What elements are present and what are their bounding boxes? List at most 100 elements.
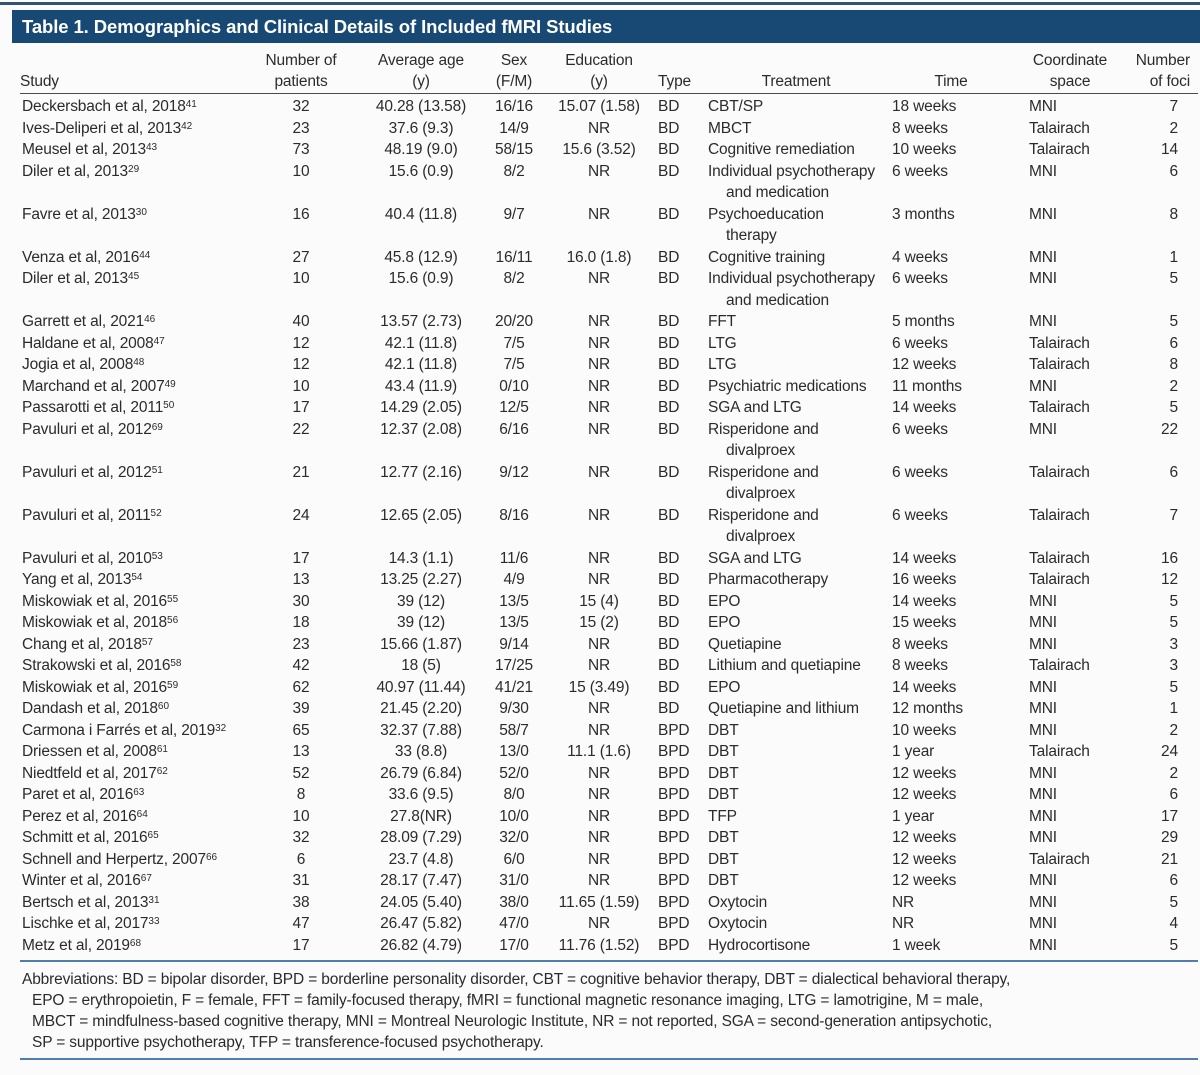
cell-space: Talairach xyxy=(1029,506,1090,524)
cell-age: 15.6 (0.9) xyxy=(388,162,454,180)
cell-education: NR xyxy=(587,463,611,481)
cell-foci: 3 xyxy=(1169,657,1179,674)
cell-study: Jogia et al, 200848 xyxy=(20,354,242,376)
cell-patients: 31 xyxy=(292,872,310,889)
cell-treatment: EPO xyxy=(708,678,741,696)
study-name: Pavuluri et al, 2010 xyxy=(22,549,152,567)
cell-age: 27.8(NR) xyxy=(390,807,452,825)
table-row: Paret et al, 201663 8 33.6 (9.5) 8/0 NR BPD DB… xyxy=(20,784,1198,806)
cell-sex: 38/0 xyxy=(499,893,529,911)
cell-treatment: Cognitive training xyxy=(708,248,826,266)
study-name: Niedtfeld et al, 2017 xyxy=(22,764,157,782)
cell-age: 28.17 (7.47) xyxy=(380,872,462,889)
cell-foci: 21 xyxy=(1161,850,1178,868)
study-name: Pavuluri et al, 2011 xyxy=(22,506,151,524)
cell-sex: 6/16 xyxy=(499,420,529,438)
cell-education: NR xyxy=(587,549,611,567)
table-row: Schmitt et al, 201665 32 28.09 (7.29) 32/0 N… xyxy=(20,827,1198,849)
column-header-time: Time xyxy=(886,50,1016,94)
cell-treatment: Oxytocin xyxy=(708,915,768,932)
table-row: Driessen et al, 200861 13 33 (8.8) 13/0 11.1… xyxy=(20,741,1198,763)
cell-study: Pavuluri et al, 201152 xyxy=(20,505,242,548)
cell-foci: 8 xyxy=(1169,205,1179,223)
cell-education: 15 (4) xyxy=(579,592,619,610)
cell-type: BD xyxy=(658,420,680,438)
cell-education: 15.6 (3.52) xyxy=(562,141,636,158)
cell-treatment: EPO xyxy=(708,592,741,610)
table-row: Jogia et al, 200848 12 42.1 (11.8) 7/5 NR BD L… xyxy=(20,354,1198,376)
cell-sex: 8/2 xyxy=(503,270,525,287)
table-row: Deckersbach et al, 201841 32 40.28 (13.58)… xyxy=(20,94,1198,118)
cell-space: MNI xyxy=(1029,270,1057,287)
cell-education: 16.0 (1.8) xyxy=(566,248,632,266)
cell-age: 42.1 (11.8) xyxy=(384,356,458,373)
cell-type: BPD xyxy=(658,807,690,825)
reference-superscript: 33 xyxy=(148,916,160,927)
cell-sex: 0/10 xyxy=(499,377,529,395)
cell-space: MNI xyxy=(1029,893,1057,911)
cell-sex: 7/5 xyxy=(503,356,525,373)
cell-space: MNI xyxy=(1029,915,1057,932)
cell-education: NR xyxy=(587,657,611,674)
cell-age: 33.6 (9.5) xyxy=(388,786,454,803)
cell-sex: 52/0 xyxy=(499,764,529,782)
study-name: Meusel et al, 2013 xyxy=(22,141,146,158)
cell-study: Deckersbach et al, 201841 xyxy=(20,94,242,118)
cell-study: Driessen et al, 200861 xyxy=(20,741,242,763)
cell-study: Ives-Deliperi et al, 201342 xyxy=(20,118,242,140)
cell-foci: 5 xyxy=(1169,313,1179,330)
cell-study: Meusel et al, 201343 xyxy=(20,139,242,161)
column-header-patients: Number of patients xyxy=(242,50,360,94)
cell-study: Passarotti et al, 201150 xyxy=(20,397,242,419)
table-row: Ives-Deliperi et al, 201342 23 37.6 (9.3) 1… xyxy=(20,118,1198,140)
study-name: Passarotti et al, 2011 xyxy=(22,399,164,416)
study-name: Ives-Deliperi et al, 2013 xyxy=(22,119,182,137)
cell-education: 11.1 (1.6) xyxy=(567,743,631,760)
cell-treatment: DBT xyxy=(708,721,739,739)
cell-education: NR xyxy=(587,334,611,352)
reference-superscript: 44 xyxy=(139,249,151,261)
cell-sex: 14/9 xyxy=(499,119,529,137)
cell-patients: 52 xyxy=(292,764,310,782)
reference-superscript: 32 xyxy=(215,722,227,734)
cell-study: Pavuluri et al, 201053 xyxy=(20,548,242,570)
cell-foci: 2 xyxy=(1169,764,1179,782)
cell-time: 10 weeks xyxy=(892,721,957,739)
cell-patients: 42 xyxy=(292,657,310,674)
cell-space: Talairach xyxy=(1029,463,1090,481)
reference-superscript: 43 xyxy=(145,142,158,153)
reference-superscript: 47 xyxy=(153,335,165,347)
studies-table: Study Number of patients Average age (y) Sex(… xyxy=(20,50,1198,956)
study-name: Dandash et al, 2018 xyxy=(22,700,158,717)
reference-superscript: 55 xyxy=(167,593,179,605)
cell-education: NR xyxy=(587,872,611,889)
table-row: Schnell and Herpertz, 200766 6 23.7 (4.8) 6… xyxy=(20,849,1198,871)
cell-sex: 31/0 xyxy=(499,872,529,889)
cell-study: Pavuluri et al, 201251 xyxy=(20,462,242,505)
cell-education: NR xyxy=(587,119,611,137)
cell-time: 8 weeks xyxy=(892,635,948,653)
cell-education: NR xyxy=(587,356,611,373)
table-row: Perez et al, 201664 10 27.8(NR) 10/0 NR BPD TF… xyxy=(20,806,1198,828)
cell-education: NR xyxy=(587,313,611,330)
cell-education: NR xyxy=(587,420,611,438)
table-row: Carmona i Farrés et al, 201932 65 32.37 (7… xyxy=(20,720,1198,742)
cell-treatment: EPO xyxy=(708,614,741,631)
cell-treatment: Psychiatric medications xyxy=(708,377,867,395)
cell-foci: 2 xyxy=(1169,377,1179,395)
cell-age: 26.82 (4.79) xyxy=(380,936,462,954)
cell-foci: 5 xyxy=(1169,614,1179,631)
cell-education: NR xyxy=(587,764,611,782)
cell-study: Miskowiak et al, 201659 xyxy=(20,677,242,699)
cell-treatment: FFT xyxy=(708,313,736,330)
cell-type: BPD xyxy=(658,721,690,739)
cell-treatment: TFP xyxy=(708,807,737,825)
cell-treatment: Quetiapine xyxy=(708,635,782,653)
cell-treatment: DBT xyxy=(708,829,739,846)
cell-time: NR xyxy=(892,893,915,911)
cell-treatment: Individual psychotherapy and medication xyxy=(708,270,876,309)
cell-type: BD xyxy=(658,162,680,180)
cell-age: 48.19 (9.0) xyxy=(384,141,458,158)
footnote-bottom-rule xyxy=(20,1058,1198,1060)
cell-patients: 12 xyxy=(292,334,310,352)
